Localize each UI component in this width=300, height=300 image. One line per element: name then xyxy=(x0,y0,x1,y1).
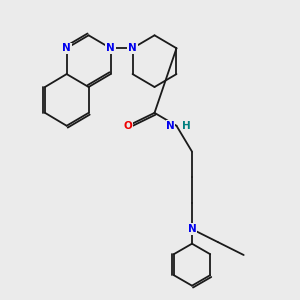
Text: H: H xyxy=(182,121,191,131)
Text: N: N xyxy=(128,43,137,53)
Text: N: N xyxy=(62,43,71,53)
Text: N: N xyxy=(106,43,115,53)
Text: N: N xyxy=(166,121,175,131)
Text: O: O xyxy=(124,121,132,131)
Text: N: N xyxy=(188,224,196,234)
